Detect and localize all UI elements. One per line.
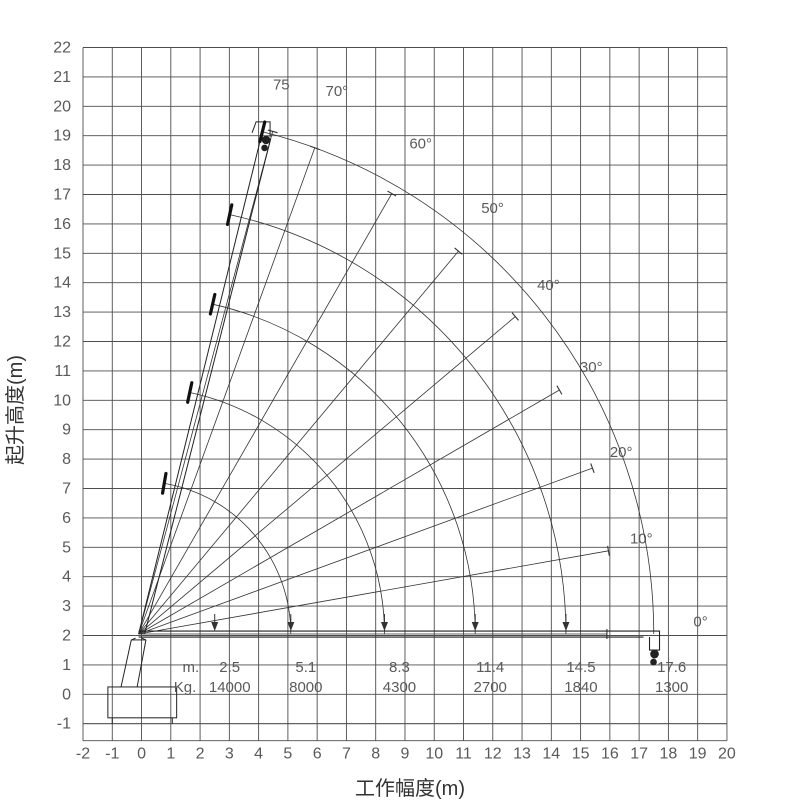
svg-text:17: 17 (53, 187, 71, 204)
svg-text:11: 11 (54, 363, 71, 380)
svg-text:15: 15 (53, 245, 71, 262)
svg-text:0°: 0° (693, 614, 707, 631)
svg-text:2: 2 (196, 746, 205, 763)
svg-text:70°: 70° (325, 83, 348, 100)
svg-text:6: 6 (313, 746, 322, 763)
svg-text:1300: 1300 (655, 679, 688, 696)
svg-text:0: 0 (62, 686, 71, 703)
svg-text:7: 7 (342, 746, 351, 763)
svg-text:21: 21 (53, 69, 71, 86)
svg-text:14000: 14000 (209, 679, 251, 696)
svg-text:-2: -2 (76, 746, 90, 763)
svg-text:19: 19 (53, 128, 71, 145)
svg-text:起升高度(m): 起升高度(m) (4, 355, 27, 465)
svg-text:5: 5 (283, 746, 292, 763)
svg-text:17.6: 17.6 (657, 659, 686, 676)
svg-text:8.3: 8.3 (389, 659, 410, 676)
svg-text:9: 9 (62, 422, 71, 439)
svg-text:15: 15 (572, 746, 590, 763)
svg-text:-1: -1 (105, 746, 119, 763)
svg-text:9: 9 (401, 746, 410, 763)
svg-text:m.: m. (183, 659, 200, 676)
svg-text:1840: 1840 (564, 679, 597, 696)
svg-text:16: 16 (601, 746, 619, 763)
svg-text:40°: 40° (537, 277, 560, 294)
svg-text:14: 14 (53, 275, 71, 292)
svg-text:2700: 2700 (474, 679, 507, 696)
svg-text:4300: 4300 (383, 679, 416, 696)
svg-text:20: 20 (718, 746, 736, 763)
svg-text:4: 4 (254, 746, 263, 763)
svg-text:10: 10 (53, 392, 71, 409)
svg-text:2: 2 (62, 628, 71, 645)
svg-text:8000: 8000 (289, 679, 322, 696)
svg-text:5.1: 5.1 (295, 659, 316, 676)
svg-text:1: 1 (166, 746, 175, 763)
svg-text:12: 12 (53, 334, 71, 351)
svg-text:11: 11 (455, 746, 472, 763)
svg-text:14: 14 (542, 746, 560, 763)
svg-text:1: 1 (62, 657, 71, 674)
svg-text:14.5: 14.5 (566, 659, 595, 676)
svg-text:8: 8 (371, 746, 380, 763)
svg-text:18: 18 (660, 746, 678, 763)
svg-text:3: 3 (225, 746, 234, 763)
svg-text:17: 17 (630, 746, 648, 763)
svg-text:16: 16 (53, 216, 71, 233)
svg-text:13: 13 (53, 304, 71, 321)
svg-text:50°: 50° (481, 200, 504, 217)
svg-text:6: 6 (62, 510, 71, 527)
svg-text:20: 20 (53, 98, 71, 115)
svg-text:工作幅度(m): 工作幅度(m) (355, 777, 465, 800)
svg-text:-1: -1 (57, 716, 71, 733)
svg-text:13: 13 (513, 746, 531, 763)
svg-text:19: 19 (689, 746, 707, 763)
svg-text:10°: 10° (630, 531, 653, 548)
svg-text:18: 18 (53, 157, 71, 174)
svg-text:75: 75 (273, 77, 290, 94)
svg-text:0: 0 (137, 746, 146, 763)
svg-text:8: 8 (62, 451, 71, 468)
svg-text:2.5: 2.5 (219, 659, 240, 676)
svg-text:60°: 60° (409, 135, 432, 152)
svg-text:12: 12 (484, 746, 502, 763)
svg-text:4: 4 (62, 569, 71, 586)
svg-text:22: 22 (53, 40, 71, 57)
svg-text:11.4: 11.4 (476, 659, 504, 676)
svg-text:7: 7 (62, 481, 71, 498)
svg-text:5: 5 (62, 539, 71, 556)
svg-text:10: 10 (425, 746, 443, 763)
svg-text:Kg.: Kg. (174, 679, 197, 696)
svg-text:3: 3 (62, 598, 71, 615)
